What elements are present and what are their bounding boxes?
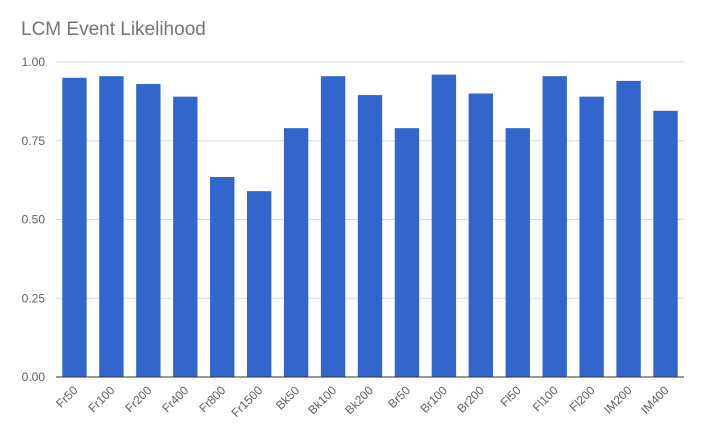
bar-im400[interactable] (653, 110, 678, 377)
x-tick-label: Fl200 (567, 383, 598, 414)
y-tick-label: 0.25 (22, 291, 46, 305)
bar-fr400[interactable] (173, 96, 198, 378)
x-tick-label: Bk50 (273, 383, 302, 412)
x-tick-label: Fr200 (122, 383, 154, 415)
bar-layer (62, 74, 678, 378)
y-tick-label: 1.00 (22, 55, 46, 69)
bar-fr800[interactable] (210, 176, 235, 377)
bar-bk50[interactable] (283, 128, 309, 377)
x-tick-label: Fr800 (196, 383, 228, 415)
bar-fl100[interactable] (542, 76, 567, 378)
x-tick-label: Fl50 (497, 383, 524, 410)
x-tick-label: Br50 (385, 383, 413, 411)
bar-im200[interactable] (616, 80, 641, 378)
bar-fr50[interactable] (62, 77, 87, 377)
bar-fl200[interactable] (579, 96, 604, 378)
bar-bk200[interactable] (357, 95, 383, 377)
x-tick-label: Br100 (417, 383, 450, 416)
x-tick-label: Fr1500 (229, 383, 266, 420)
x-tick-label: Fl100 (530, 383, 561, 414)
y-tick-label: 0.50 (22, 213, 46, 227)
x-tick-label: Bk100 (305, 383, 339, 417)
bar-br50[interactable] (394, 128, 420, 377)
x-tick-label: Bk200 (342, 383, 376, 417)
bar-fr1500[interactable] (246, 191, 272, 377)
y-tick-label: 0.75 (22, 134, 46, 148)
x-tick-label: IM400 (638, 383, 672, 417)
bar-bk100[interactable] (320, 76, 346, 378)
x-tick-label: Fr50 (53, 383, 81, 411)
bar-fr100[interactable] (99, 76, 124, 378)
x-tick-label: IM200 (601, 383, 635, 417)
chart-title: LCM Event Likelihood (21, 19, 206, 40)
bar-fr200[interactable] (136, 84, 161, 378)
x-tick-label: Fr400 (159, 383, 191, 415)
y-tick-label: 0.00 (22, 370, 46, 384)
bar-fl50[interactable] (505, 128, 530, 377)
x-tick-label: Fr100 (85, 383, 117, 415)
bar-br200[interactable] (468, 93, 494, 378)
x-tick-label: Br200 (454, 383, 487, 416)
bar-br100[interactable] (431, 74, 457, 377)
